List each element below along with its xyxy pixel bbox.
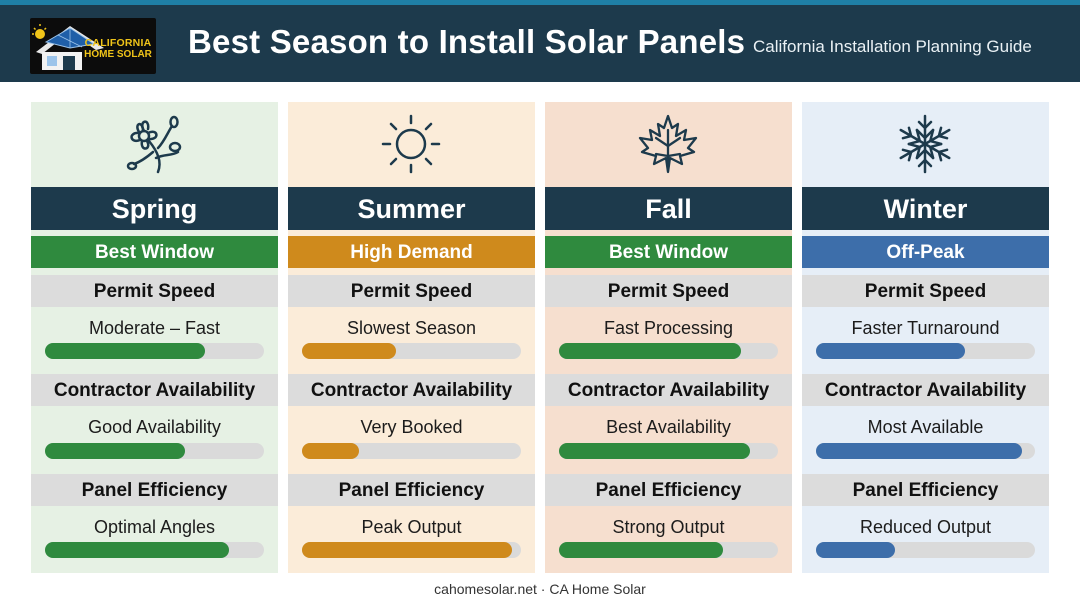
permit-speed-header: Permit Speed <box>545 275 792 307</box>
season-card-winter: Winter Off-Peak Permit Speed Faster Turn… <box>802 102 1049 573</box>
panel-efficiency-fill <box>302 542 513 558</box>
contractor-availability-fill <box>559 443 750 459</box>
contractor-availability-header: Contractor Availability <box>288 374 535 406</box>
permit-speed-header: Permit Speed <box>802 275 1049 307</box>
permit-speed-bar <box>816 343 1035 359</box>
permit-speed-value: Moderate – Fast <box>88 318 221 338</box>
contractor-availability-value: Very Booked <box>360 417 463 437</box>
contractor-availability-value: Best Availability <box>606 417 731 437</box>
snowflake-icon <box>895 114 955 174</box>
page-subtitle: California Installation Planning Guide <box>753 37 1032 56</box>
panel-efficiency-bar <box>302 542 521 558</box>
contractor-availability-header: Contractor Availability <box>31 374 278 406</box>
panel-efficiency-value: Strong Output <box>612 517 725 537</box>
contractor-availability-bar <box>816 443 1035 459</box>
maple-leaf-icon <box>638 114 698 174</box>
season-name: Fall <box>545 187 792 230</box>
logo-line-2: HOME SOLAR <box>84 49 152 60</box>
panel-efficiency-header: Panel Efficiency <box>288 474 535 506</box>
panel-efficiency-value: Optimal Angles <box>93 517 216 537</box>
contractor-availability-bar <box>45 443 264 459</box>
panel-efficiency-fill <box>45 542 229 558</box>
contractor-availability-fill <box>816 443 1022 459</box>
season-card-fall: Fall Best Window Permit Speed Fast Proce… <box>545 102 792 573</box>
panel-efficiency-bar <box>559 542 778 558</box>
panel-efficiency-fill <box>816 542 895 558</box>
season-name: Winter <box>802 187 1049 230</box>
season-badge: Off-Peak <box>802 236 1049 268</box>
contractor-availability-fill <box>302 443 359 459</box>
panel-efficiency-value: Reduced Output <box>859 517 992 537</box>
season-name: Summer <box>288 187 535 230</box>
season-badge: Best Window <box>545 236 792 268</box>
contractor-availability-bar <box>559 443 778 459</box>
sun-icon <box>381 114 441 174</box>
page-header: CALIFORNIA HOME SOLAR Best Season to Ins… <box>0 5 1080 82</box>
house-solar-icon <box>32 24 104 70</box>
contractor-availability-header: Contractor Availability <box>802 374 1049 406</box>
contractor-availability-value: Most Available <box>867 417 984 437</box>
permit-speed-fill <box>816 343 965 359</box>
permit-speed-bar <box>45 343 264 359</box>
footer-credit[interactable]: cahomesolar.net · CA Home Solar <box>434 581 646 597</box>
contractor-availability-header: Contractor Availability <box>545 374 792 406</box>
permit-speed-header: Permit Speed <box>31 275 278 307</box>
season-card-summer: Summer High Demand Permit Speed Slowest … <box>288 102 535 573</box>
logo-wordmark: CALIFORNIA HOME SOLAR <box>80 37 156 61</box>
logo-line-1: CALIFORNIA <box>84 37 152 49</box>
season-card-spring: Spring Best Window Permit Speed Moderate… <box>31 102 278 573</box>
permit-speed-value: Fast Processing <box>603 318 734 338</box>
panel-efficiency-header: Panel Efficiency <box>31 474 278 506</box>
top-accent-line <box>0 0 1080 5</box>
flower-icon <box>126 115 182 174</box>
contractor-availability-fill <box>45 443 186 459</box>
permit-speed-bar <box>302 343 521 359</box>
permit-speed-fill <box>45 343 205 359</box>
panel-efficiency-bar <box>816 542 1035 558</box>
permit-speed-header: Permit Speed <box>288 275 535 307</box>
season-badge: High Demand <box>288 236 535 268</box>
permit-speed-fill <box>559 343 741 359</box>
panel-efficiency-fill <box>559 542 724 558</box>
panel-efficiency-bar <box>45 542 264 558</box>
brand-logo[interactable]: CALIFORNIA HOME SOLAR <box>30 18 156 74</box>
season-name: Spring <box>31 187 278 230</box>
contractor-availability-value: Good Availability <box>88 417 221 437</box>
permit-speed-value: Faster Turnaround <box>851 318 1000 338</box>
season-badge: Best Window <box>31 236 278 268</box>
permit-speed-value: Slowest Season <box>346 318 477 338</box>
page-title: Best Season to Install Solar Panels <box>188 23 746 60</box>
panel-efficiency-value: Peak Output <box>361 517 462 537</box>
permit-speed-bar <box>559 343 778 359</box>
permit-speed-fill <box>302 343 397 359</box>
panel-efficiency-header: Panel Efficiency <box>545 474 792 506</box>
panel-efficiency-header: Panel Efficiency <box>802 474 1049 506</box>
contractor-availability-bar <box>302 443 521 459</box>
